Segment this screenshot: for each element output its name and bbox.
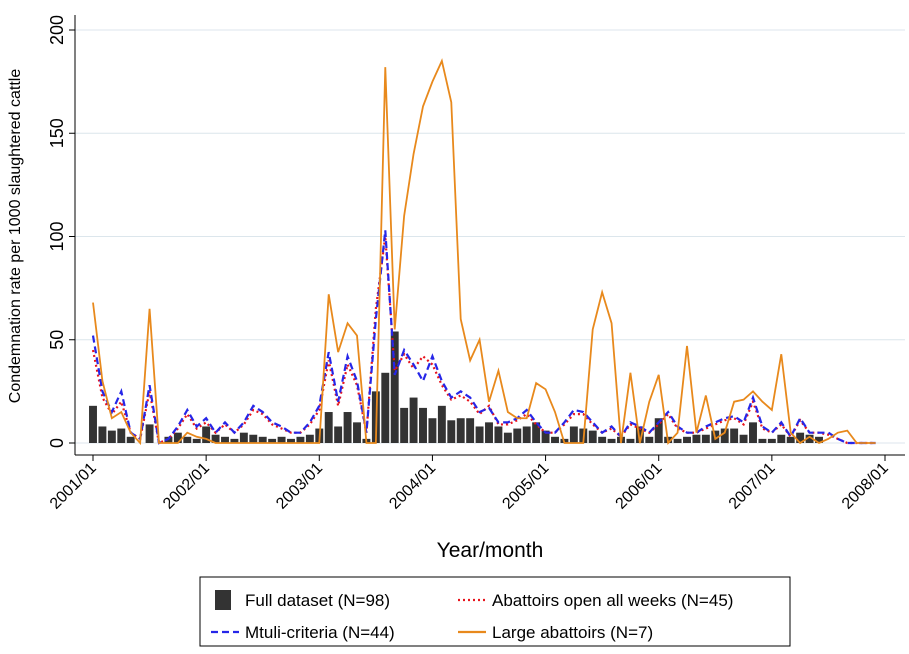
bar (692, 434, 701, 443)
legend-box (199, 576, 791, 647)
bar (551, 436, 559, 443)
bar (786, 436, 795, 443)
bar (503, 432, 512, 443)
bar (258, 436, 267, 443)
bar (173, 432, 182, 443)
bar (296, 436, 305, 443)
bar (287, 438, 295, 443)
bar (145, 424, 154, 443)
bar (749, 422, 757, 443)
bar (419, 407, 427, 443)
bar (409, 397, 418, 443)
y-tick-label: 50 (47, 330, 67, 350)
bar (107, 430, 116, 443)
x-tick-label: 2003/01 (273, 460, 326, 513)
y-tick-label: 150 (47, 118, 67, 148)
bar (635, 426, 644, 443)
bar (353, 422, 361, 443)
bar (324, 412, 333, 443)
bar (626, 438, 635, 443)
bar (513, 428, 522, 443)
x-tick-label: 2005/01 (499, 460, 552, 513)
bar (305, 434, 314, 443)
legend-label: Full dataset (N=98) (245, 591, 390, 610)
bar (239, 432, 248, 443)
bar (211, 434, 220, 443)
bar (645, 436, 654, 443)
bar (720, 428, 729, 443)
bar (777, 434, 786, 443)
legend-label: Mtuli-criteria (N=44) (245, 623, 395, 642)
bar (532, 422, 541, 443)
bar (805, 434, 814, 443)
line-dash (91, 230, 876, 445)
x-tick-label: 2007/01 (726, 460, 779, 513)
bar (221, 436, 229, 443)
x-tick-label: 2004/01 (386, 460, 439, 513)
bar (466, 418, 475, 443)
bar (192, 438, 201, 443)
bar (598, 436, 607, 443)
bar (98, 426, 107, 443)
y-tick-label: 100 (47, 221, 67, 251)
bar (588, 430, 597, 443)
bar (522, 426, 531, 443)
line-solid (92, 58, 876, 446)
bar (607, 438, 616, 443)
bar (428, 418, 437, 443)
bar (437, 405, 446, 443)
bar (701, 434, 710, 443)
legend-label: Abattoirs open all weeks (N=45) (492, 591, 733, 610)
bar (343, 412, 352, 443)
bar (541, 430, 550, 443)
legend-label: Large abattoirs (N=7) (492, 623, 653, 642)
bar (758, 438, 767, 443)
bar (390, 331, 399, 443)
bar (447, 420, 456, 443)
legend-swatch (215, 590, 231, 610)
bar (183, 436, 192, 443)
y-axis-label: Condemnation rate per 1000 slaughtered c… (7, 69, 24, 404)
bar (277, 436, 286, 443)
bar (117, 428, 126, 443)
bar (475, 426, 484, 443)
y-tick-label: 200 (47, 15, 67, 45)
bar (89, 405, 97, 443)
x-axis-label: Year/month (437, 539, 544, 562)
bar (230, 438, 239, 443)
bar (767, 438, 776, 443)
bar (683, 436, 691, 443)
bar (202, 426, 211, 443)
x-tick-label: 2008/01 (839, 460, 892, 513)
bar (654, 418, 663, 443)
bar (456, 418, 465, 443)
bar (673, 438, 682, 443)
bar (494, 426, 503, 443)
bar (730, 428, 739, 443)
bar (485, 422, 493, 443)
y-tick-label: 0 (47, 438, 67, 448)
bar (400, 407, 409, 443)
bar (334, 426, 343, 443)
x-tick-label: 2002/01 (160, 460, 213, 513)
bar (815, 436, 823, 443)
bar (268, 438, 277, 443)
bar (249, 434, 258, 443)
bar (796, 432, 805, 443)
bar (126, 436, 135, 443)
bar (381, 372, 390, 443)
bar (739, 434, 748, 443)
x-tick-label: 2001/01 (47, 460, 100, 513)
x-tick-label: 2006/01 (613, 460, 666, 513)
bar (569, 426, 578, 443)
